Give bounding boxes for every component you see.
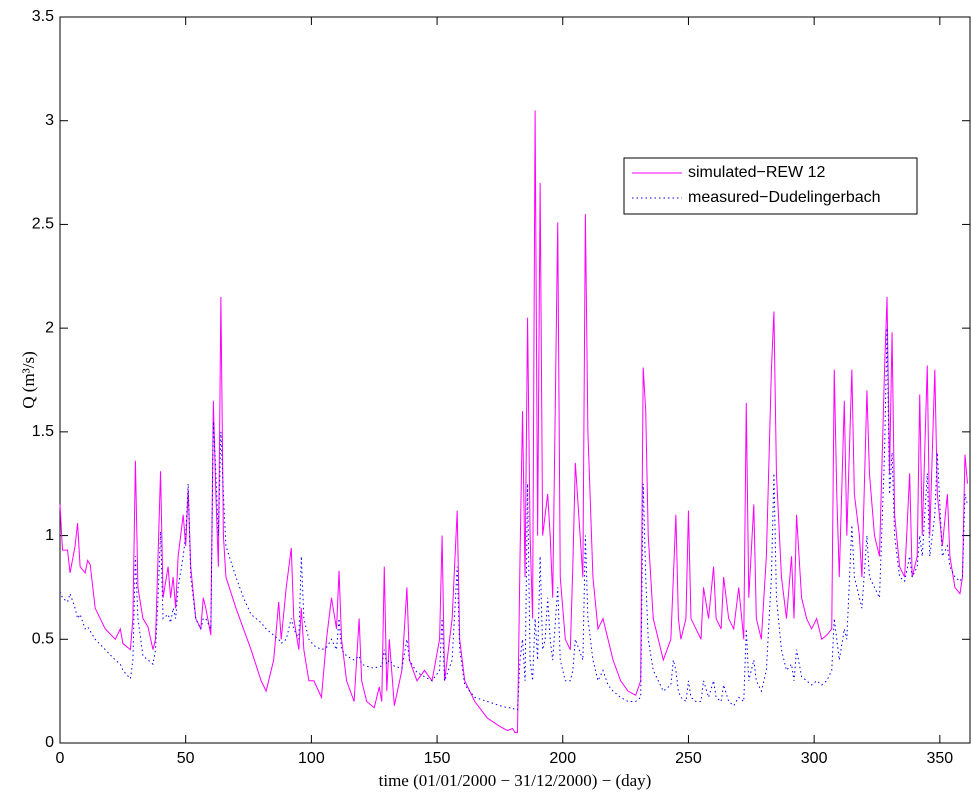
legend-label: measured−Dudelingerbach <box>688 189 881 206</box>
x-tick-label: 150 <box>424 750 451 767</box>
legend-box <box>623 157 918 215</box>
x-tick-label: 350 <box>926 750 953 767</box>
plot-frame <box>59 16 971 744</box>
y-tick-label: 2.5 <box>32 216 54 233</box>
y-tick-label: 1.5 <box>32 423 54 440</box>
y-tick-label: 3.5 <box>32 8 54 25</box>
x-tick-label: 250 <box>675 750 702 767</box>
y-tick-label: 1 <box>45 527 54 544</box>
x-tick-label: 0 <box>56 750 65 767</box>
y-tick-label: 0.5 <box>32 631 54 648</box>
x-axis-label: time (01/01/2000 − 31/12/2000) − (day) <box>379 771 652 790</box>
y-tick-label: 3 <box>45 112 54 129</box>
y-axis-label: Q (m³/s) <box>19 351 38 409</box>
x-tick-label: 300 <box>801 750 828 767</box>
y-tick-label: 2 <box>45 319 54 336</box>
y-tick-label: 0 <box>45 734 54 751</box>
x-tick-label: 100 <box>298 750 325 767</box>
x-tick-label: 200 <box>549 750 576 767</box>
series-line <box>59 328 968 711</box>
legend-label: simulated−REW 12 <box>688 164 825 181</box>
series-line <box>59 110 968 734</box>
x-tick-label: 50 <box>177 750 195 767</box>
